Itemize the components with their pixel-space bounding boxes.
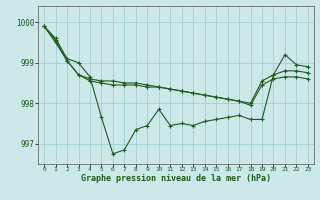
X-axis label: Graphe pression niveau de la mer (hPa): Graphe pression niveau de la mer (hPa) [81, 174, 271, 183]
